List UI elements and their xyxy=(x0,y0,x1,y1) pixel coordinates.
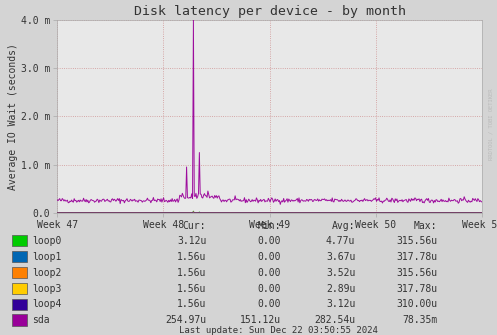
Bar xyxy=(12,251,27,262)
Title: Disk latency per device - by month: Disk latency per device - by month xyxy=(134,5,406,17)
Text: RRDTOOL / TOBI OETIKER: RRDTOOL / TOBI OETIKER xyxy=(489,88,494,160)
Bar xyxy=(12,235,27,247)
Text: Last update: Sun Dec 22 03:50:55 2024: Last update: Sun Dec 22 03:50:55 2024 xyxy=(179,326,378,335)
Y-axis label: Average IO Wait (seconds): Average IO Wait (seconds) xyxy=(8,43,18,190)
Text: Cur:: Cur: xyxy=(183,221,206,231)
Text: 0.00: 0.00 xyxy=(257,284,281,293)
Bar xyxy=(12,267,27,278)
Text: loop3: loop3 xyxy=(32,284,62,293)
Text: 3.12u: 3.12u xyxy=(177,236,206,246)
Text: 282.54u: 282.54u xyxy=(314,315,355,325)
Text: 315.56u: 315.56u xyxy=(396,268,437,278)
Text: 3.67u: 3.67u xyxy=(326,252,355,262)
Text: 0.00: 0.00 xyxy=(257,299,281,310)
Text: 317.78u: 317.78u xyxy=(396,284,437,293)
Text: 0.00: 0.00 xyxy=(257,268,281,278)
Text: loop1: loop1 xyxy=(32,252,62,262)
Text: 151.12u: 151.12u xyxy=(240,315,281,325)
Text: 0.00: 0.00 xyxy=(257,236,281,246)
Text: 3.52u: 3.52u xyxy=(326,268,355,278)
Text: 1.56u: 1.56u xyxy=(177,284,206,293)
Text: sda: sda xyxy=(32,315,50,325)
Bar xyxy=(12,283,27,294)
Text: loop2: loop2 xyxy=(32,268,62,278)
Text: loop4: loop4 xyxy=(32,299,62,310)
Bar xyxy=(12,298,27,310)
Bar xyxy=(12,314,27,326)
Text: 254.97u: 254.97u xyxy=(165,315,206,325)
Text: 310.00u: 310.00u xyxy=(396,299,437,310)
Text: 2.89u: 2.89u xyxy=(326,284,355,293)
Text: 4.77u: 4.77u xyxy=(326,236,355,246)
Text: Min:: Min: xyxy=(257,221,281,231)
Text: 1.56u: 1.56u xyxy=(177,268,206,278)
Text: 3.12u: 3.12u xyxy=(326,299,355,310)
Text: 78.35m: 78.35m xyxy=(402,315,437,325)
Text: 317.78u: 317.78u xyxy=(396,252,437,262)
Text: Avg:: Avg: xyxy=(332,221,355,231)
Text: 1.56u: 1.56u xyxy=(177,252,206,262)
Text: 1.56u: 1.56u xyxy=(177,299,206,310)
Text: 315.56u: 315.56u xyxy=(396,236,437,246)
Text: 0.00: 0.00 xyxy=(257,252,281,262)
Text: Max:: Max: xyxy=(414,221,437,231)
Text: loop0: loop0 xyxy=(32,236,62,246)
